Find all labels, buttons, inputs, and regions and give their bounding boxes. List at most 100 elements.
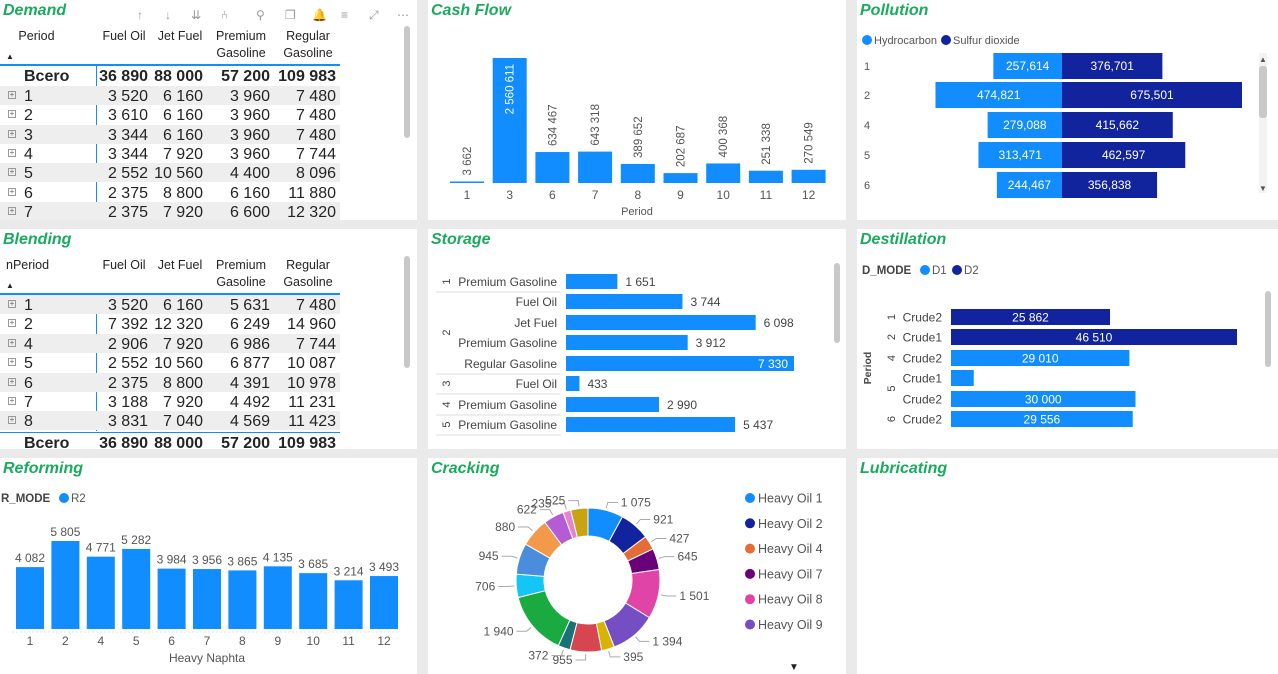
expand-row-icon[interactable]: +	[8, 299, 16, 308]
pollution-bar-hydrocarbon[interactable]	[996, 172, 1062, 198]
cashflow-bar[interactable]	[791, 169, 826, 183]
legend-marker[interactable]	[745, 594, 755, 605]
arrow-up-icon[interactable]: ↑	[137, 8, 143, 22]
cell-value[interactable]: 4 400	[229, 165, 270, 183]
expand-row-icon[interactable]: +	[8, 128, 16, 138]
reforming-bar[interactable]	[193, 569, 221, 629]
expand-row-icon[interactable]: +	[8, 396, 16, 405]
expand-row-icon[interactable]: +	[8, 147, 16, 157]
reforming-bar[interactable]	[157, 568, 186, 629]
cell-value[interactable]: 6 249	[229, 316, 270, 334]
reforming-bar[interactable]	[370, 576, 398, 629]
demand-scrollbar[interactable]	[404, 26, 410, 138]
destillation-bar[interactable]	[951, 391, 1136, 407]
cell-value[interactable]: 2 552	[107, 355, 148, 373]
column-header-1[interactable]: Fuel Oil	[102, 258, 146, 272]
legend-label[interactable]: Heavy Oil 7	[758, 567, 823, 581]
expand-hierarchy-icon[interactable]: ⑃	[221, 8, 229, 22]
blending-scrollbar[interactable]	[404, 256, 410, 368]
expand-row-icon[interactable]: +	[8, 357, 16, 367]
legend-marker-d1[interactable]	[920, 265, 930, 275]
total-value[interactable]: 109 983	[278, 435, 336, 449]
cell-value[interactable]: 7 744	[295, 335, 336, 353]
pollution-bar-sulfur-dioxide[interactable]	[1062, 142, 1186, 168]
cell-value[interactable]: 6 160	[162, 297, 203, 314]
cell-value[interactable]: 7 920	[162, 145, 203, 163]
cell-value[interactable]: 3 960	[229, 107, 270, 125]
cell-value[interactable]: 11 423	[288, 413, 336, 431]
column-header-0[interactable]: Period	[18, 29, 55, 43]
cashflow-bar[interactable]	[706, 163, 741, 183]
cell-value[interactable]: 7 920	[162, 394, 203, 411]
expand-row-icon[interactable]: +	[8, 167, 16, 177]
bell-icon[interactable]: 🔔	[312, 8, 327, 22]
cell-value[interactable]: 2 552	[107, 165, 148, 183]
cell-value[interactable]: 8 800	[162, 374, 203, 392]
cell-value[interactable]: 2 375	[107, 374, 148, 392]
cell-value[interactable]: 6 160	[162, 107, 203, 125]
cell-value[interactable]: 12 320	[287, 203, 336, 220]
total-value[interactable]: 36 890	[99, 68, 148, 85]
legend-marker-sulfur-dioxide[interactable]	[941, 35, 951, 45]
storage-bar[interactable]	[566, 315, 756, 330]
column-header-2[interactable]: Jet Fuel	[157, 258, 203, 272]
reforming-bar[interactable]	[16, 567, 44, 629]
pollution-bar-sulfur-dioxide[interactable]	[1062, 172, 1158, 198]
column-header-3[interactable]: Premium Gasoline	[215, 29, 266, 60]
cashflow-bar[interactable]	[663, 173, 698, 183]
cashflow-bar[interactable]	[450, 181, 484, 184]
cell-value[interactable]: 5 631	[229, 297, 270, 314]
cell-value[interactable]: 14 960	[287, 316, 336, 334]
cell-value[interactable]: 3 344	[107, 145, 148, 163]
destillation-bar[interactable]	[951, 350, 1130, 366]
cashflow-bar[interactable]	[620, 163, 655, 183]
sort-indicator-icon[interactable]: ▲	[6, 52, 14, 61]
pollution-bar-hydrocarbon[interactable]	[993, 53, 1062, 79]
cell-value[interactable]: 10 087	[287, 355, 336, 373]
column-header-1[interactable]: Fuel Oil	[102, 29, 146, 43]
reforming-bar[interactable]	[334, 580, 363, 629]
cell-value[interactable]: 11 880	[288, 184, 336, 202]
reforming-bar[interactable]	[228, 570, 257, 629]
column-header-3[interactable]: Premium Gasoline	[215, 258, 266, 289]
cell-value[interactable]: 6 160	[162, 126, 203, 144]
copy-icon[interactable]: ❐	[285, 8, 296, 22]
legend-marker[interactable]	[745, 543, 755, 554]
legend-label-r2[interactable]: R2	[71, 493, 86, 505]
cell-value[interactable]: 7 480	[295, 297, 336, 314]
pollution-bar-hydrocarbon[interactable]	[987, 112, 1062, 138]
storage-bar[interactable]	[566, 356, 794, 371]
pollution-bar-hydrocarbon[interactable]	[935, 82, 1062, 108]
pin-icon[interactable]: ⚲	[256, 8, 265, 22]
cell-value[interactable]: 4 391	[229, 374, 270, 392]
storage-bar[interactable]	[566, 335, 688, 350]
cashflow-bar[interactable]	[578, 151, 613, 183]
expand-row-icon[interactable]: +	[8, 205, 16, 215]
cell-value[interactable]: 3 520	[107, 297, 148, 314]
cell-value[interactable]: 7 480	[295, 107, 336, 125]
cracking-slice[interactable]	[517, 590, 571, 647]
cell-value[interactable]: 2 375	[107, 203, 148, 220]
total-value[interactable]: 36 890	[99, 435, 148, 449]
cell-value[interactable]: 7 920	[162, 203, 203, 220]
cell-value[interactable]: 6 986	[229, 335, 270, 353]
sort-indicator-icon[interactable]: ▲	[6, 281, 14, 290]
reforming-bar[interactable]	[51, 541, 80, 629]
cell-value[interactable]: 3 344	[107, 126, 148, 144]
more-options-icon[interactable]: ⋯	[397, 8, 409, 22]
legend-scroll-down-icon[interactable]: ▼	[789, 662, 799, 673]
expand-row-icon[interactable]: +	[8, 318, 16, 328]
cell-value[interactable]: 6 160	[229, 184, 270, 202]
destillation-scrollbar[interactable]	[1265, 291, 1271, 367]
pollution-bar-sulfur-dioxide[interactable]	[1062, 112, 1173, 138]
cell-value[interactable]: 11 231	[288, 394, 336, 411]
pollution-scrollbar[interactable]	[1259, 66, 1267, 118]
cell-value[interactable]: 10 560	[154, 355, 203, 373]
legend-label-d2[interactable]: D2	[964, 265, 979, 277]
cell-value[interactable]: 7 920	[162, 335, 203, 353]
scroll-up-icon[interactable]: ▲	[1259, 55, 1267, 64]
cell-value[interactable]: 10 978	[287, 374, 336, 392]
legend-marker[interactable]	[745, 619, 755, 630]
legend-marker-r2[interactable]	[59, 493, 69, 503]
scroll-down-icon[interactable]: ▼	[1259, 184, 1267, 193]
